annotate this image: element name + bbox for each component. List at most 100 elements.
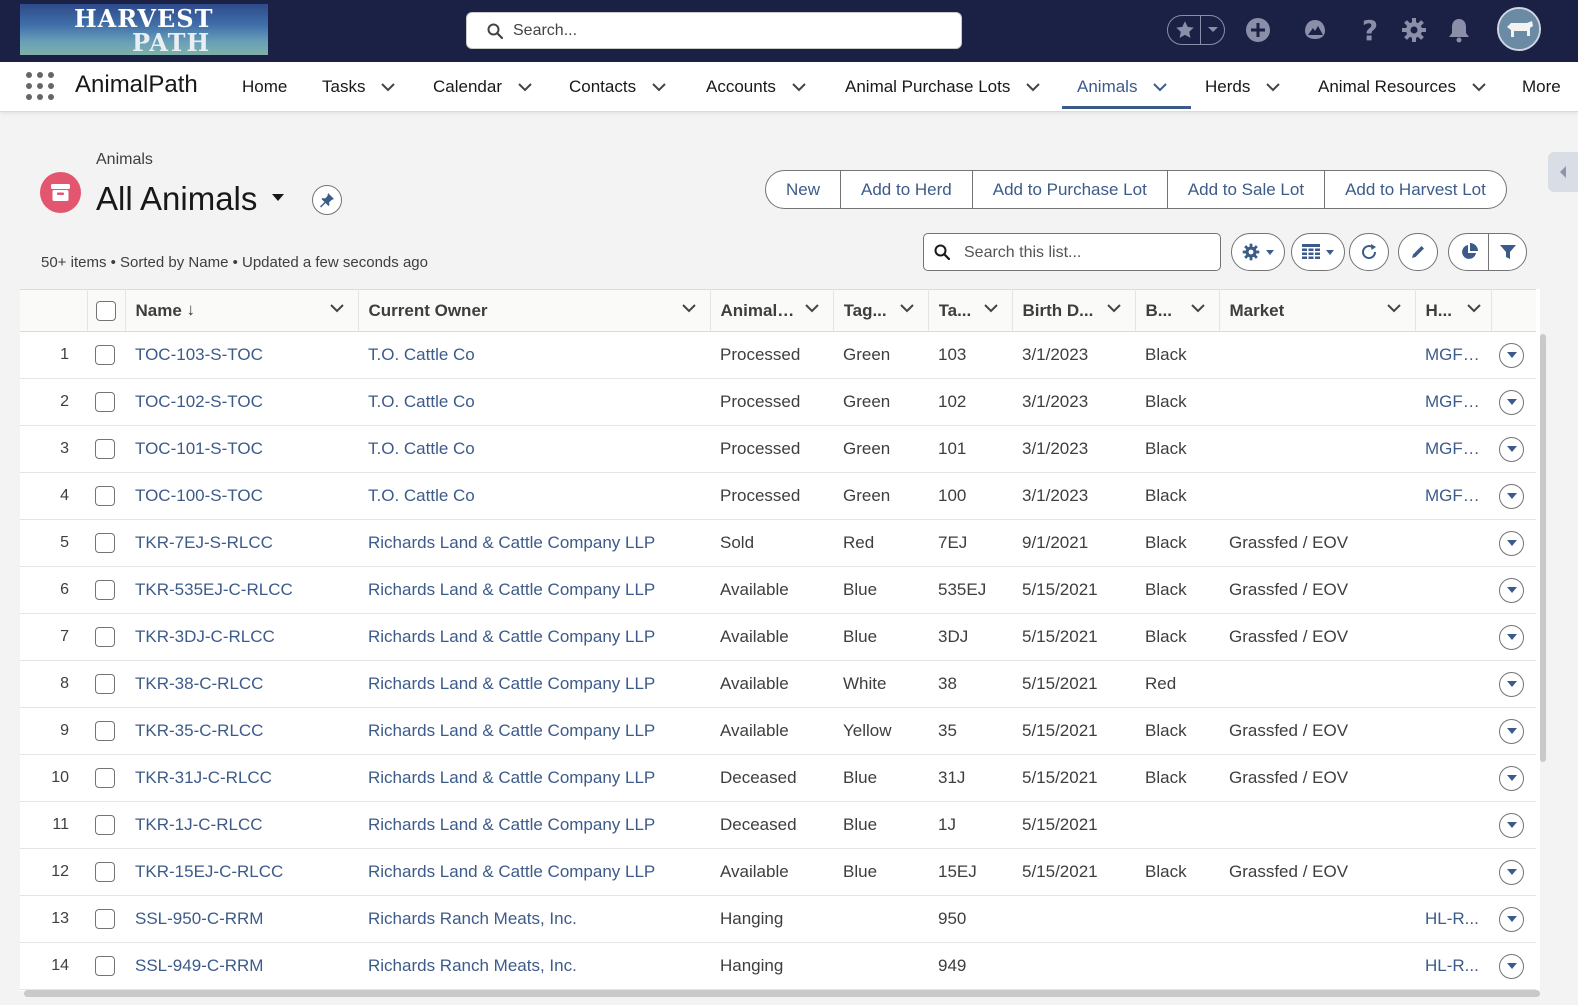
table-row[interactable]: 7 TKR-3DJ-C-RLCC Richards Land & Cattle … (20, 613, 1536, 661)
row-checkbox[interactable] (95, 815, 115, 836)
animal-name-link[interactable]: TKR-535EJ-C-RLCC (125, 566, 358, 614)
list-view-picker-icon[interactable] (271, 193, 285, 202)
table-row[interactable]: 4 TOC-100-S-TOC T.O. Cattle Co Processed… (20, 472, 1536, 520)
setup-gear-icon[interactable] (1399, 14, 1429, 46)
chevron-down-icon[interactable] (792, 82, 806, 92)
harvest-lot-link[interactable] (1415, 754, 1491, 802)
trailhead-icon[interactable] (1300, 14, 1330, 46)
row-checkbox[interactable] (95, 392, 115, 413)
current-owner-link[interactable]: Richards Land & Cattle Company LLP (358, 754, 710, 802)
row-checkbox[interactable] (95, 862, 115, 883)
row-action-menu-button[interactable] (1499, 906, 1524, 932)
chevron-down-icon[interactable] (1026, 82, 1041, 92)
column-header-birth-date[interactable]: Birth D... (1012, 289, 1136, 332)
add-icon[interactable] (1243, 14, 1273, 46)
table-row[interactable]: 1 TOC-103-S-TOC T.O. Cattle Co Processed… (20, 331, 1536, 379)
row-checkbox[interactable] (95, 439, 115, 460)
row-action-menu-button[interactable] (1499, 765, 1524, 791)
row-action-menu-button[interactable] (1499, 953, 1524, 979)
filters-button[interactable] (1488, 233, 1527, 271)
row-checkbox[interactable] (95, 533, 115, 554)
harvest-lot-link[interactable] (1415, 848, 1491, 896)
harvest-lot-link[interactable]: MGF ... (1415, 331, 1491, 379)
current-owner-link[interactable]: Richards Land & Cattle Company LLP (358, 613, 710, 661)
row-action-menu-button[interactable] (1499, 436, 1524, 462)
display-as-button[interactable] (1291, 233, 1345, 271)
harvest-lot-link[interactable] (1415, 566, 1491, 614)
add-to-harvest-lot-button[interactable]: Add to Harvest Lot (1325, 170, 1507, 209)
row-checkbox[interactable] (95, 345, 115, 366)
select-all-checkbox[interactable] (95, 300, 116, 321)
harvest-lot-link[interactable] (1415, 613, 1491, 661)
chevron-down-icon[interactable] (1266, 82, 1281, 92)
breadcrumb[interactable]: Animals (96, 151, 153, 168)
row-action-menu-button[interactable] (1499, 718, 1524, 744)
animal-name-link[interactable]: TKR-15EJ-C-RLCC (125, 848, 358, 896)
global-search-input[interactable] (513, 20, 933, 42)
pin-list-view-button[interactable] (312, 185, 342, 215)
nav-item-more[interactable]: More (1522, 62, 1561, 112)
chevron-down-icon[interactable] (1153, 82, 1168, 92)
animal-name-link[interactable]: TOC-101-S-TOC (125, 425, 358, 473)
row-checkbox[interactable] (95, 580, 115, 601)
animal-name-link[interactable]: TKR-35-C-RLCC (125, 707, 358, 755)
nav-item-animals[interactable]: Animals (1061, 62, 1193, 112)
harvest-lot-link[interactable]: MGF ... (1415, 378, 1491, 426)
favorites-star-icon[interactable] (1174, 19, 1196, 41)
favorites-dropdown-icon[interactable] (1207, 26, 1219, 34)
help-icon[interactable]: ? (1361, 13, 1379, 47)
chevron-down-icon[interactable] (681, 304, 696, 313)
row-action-menu-button[interactable] (1499, 530, 1524, 556)
table-row[interactable]: 11 TKR-1J-C-RLCC Richards Land & Cattle … (20, 801, 1536, 849)
chevron-down-icon[interactable] (1106, 304, 1121, 313)
table-row[interactable]: 13 SSL-950-C-RRM Richards Ranch Meats, I… (20, 895, 1536, 943)
chevron-down-icon[interactable] (1472, 82, 1486, 92)
nav-item-herds[interactable]: Herds (1205, 62, 1281, 112)
row-action-menu-button[interactable] (1499, 577, 1524, 603)
row-action-menu-button[interactable] (1499, 812, 1524, 838)
current-owner-link[interactable]: Richards Land & Cattle Company LLP (358, 519, 710, 567)
row-checkbox[interactable] (95, 674, 115, 695)
column-header-current-owner[interactable]: Current Owner (358, 289, 711, 332)
chevron-down-icon[interactable] (804, 304, 819, 313)
animal-name-link[interactable]: TOC-100-S-TOC (125, 472, 358, 520)
nav-item-contacts[interactable]: Contacts (569, 62, 666, 112)
add-to-purchase-lot-button[interactable]: Add to Purchase Lot (972, 170, 1168, 209)
current-owner-link[interactable]: T.O. Cattle Co (358, 425, 710, 473)
refresh-button[interactable] (1349, 233, 1389, 271)
table-row[interactable]: 5 TKR-7EJ-S-RLCC Richards Land & Cattle … (20, 519, 1536, 567)
row-checkbox[interactable] (95, 627, 115, 648)
animal-name-link[interactable]: TKR-38-C-RLCC (125, 660, 358, 708)
chevron-down-icon[interactable] (329, 304, 344, 313)
chevron-down-icon[interactable] (652, 82, 666, 92)
table-row[interactable]: 2 TOC-102-S-TOC T.O. Cattle Co Processed… (20, 378, 1536, 426)
animal-name-link[interactable]: SSL-949-C-RRM (125, 942, 358, 990)
row-checkbox[interactable] (95, 956, 115, 977)
harvest-lot-link[interactable]: HL-R... (1415, 942, 1491, 990)
nav-item-calendar[interactable]: Calendar (433, 62, 532, 112)
column-header-name[interactable]: Name ↓ (125, 289, 359, 332)
animal-name-link[interactable]: SSL-950-C-RRM (125, 895, 358, 943)
add-to-sale-lot-button[interactable]: Add to Sale Lot (1167, 170, 1326, 209)
table-row[interactable]: 8 TKR-38-C-RLCC Richards Land & Cattle C… (20, 660, 1536, 708)
row-checkbox[interactable] (95, 909, 115, 930)
harvest-lot-link[interactable]: MGF ... (1415, 472, 1491, 520)
current-owner-link[interactable]: Richards Land & Cattle Company LLP (358, 660, 710, 708)
harvest-lot-link[interactable]: MGF ... (1415, 425, 1491, 473)
row-checkbox[interactable] (95, 721, 115, 742)
list-search-input[interactable] (964, 242, 1204, 264)
harvest-path-logo[interactable]: HARVEST PATH (20, 4, 268, 55)
table-row[interactable]: 6 TKR-535EJ-C-RLCC Richards Land & Cattl… (20, 566, 1536, 614)
app-launcher-icon[interactable] (26, 72, 54, 100)
new-button[interactable]: New (765, 170, 842, 209)
row-action-menu-button[interactable] (1499, 624, 1524, 650)
add-to-herd-button[interactable]: Add to Herd (841, 170, 973, 209)
current-owner-link[interactable]: Richards Land & Cattle Company LLP (358, 801, 710, 849)
row-action-menu-button[interactable] (1499, 483, 1524, 509)
notifications-bell-icon[interactable] (1444, 14, 1474, 46)
chevron-down-icon[interactable] (381, 82, 396, 92)
column-header-market[interactable]: Market (1219, 289, 1416, 332)
animal-name-link[interactable]: TOC-102-S-TOC (125, 378, 358, 426)
table-row[interactable]: 12 TKR-15EJ-C-RLCC Richards Land & Cattl… (20, 848, 1536, 896)
nav-item-animal-resources[interactable]: Animal Resources (1318, 62, 1486, 112)
